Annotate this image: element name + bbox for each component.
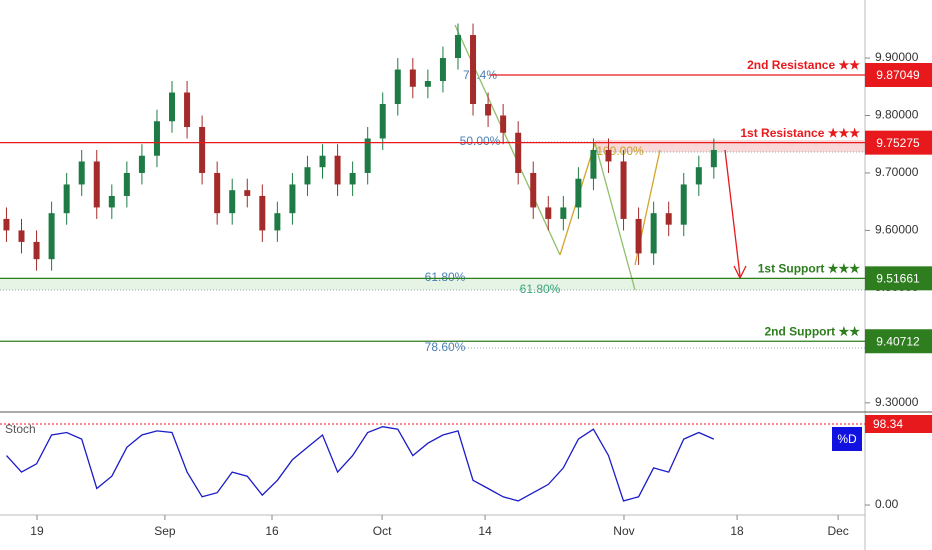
y-tick-label: 9.70000 <box>875 165 919 179</box>
x-tick-label: 16 <box>265 524 279 538</box>
candle-body <box>680 184 687 225</box>
candle-body <box>304 167 311 185</box>
candle-body <box>138 155 145 173</box>
oscillator-current-tag <box>865 414 932 433</box>
candle-body <box>545 207 552 219</box>
level-name: 1st Support ★★★ <box>758 262 861 276</box>
candle-body <box>500 115 507 133</box>
candle-body <box>214 172 221 214</box>
level-tag <box>865 266 932 291</box>
x-tick-label: Nov <box>613 524 634 538</box>
x-tick-label: 19 <box>30 524 44 538</box>
candle-body <box>274 213 281 231</box>
candle-body <box>108 195 115 208</box>
oscillator-legend-tag <box>832 427 862 451</box>
level-tag <box>865 62 932 87</box>
candle-body <box>169 92 176 122</box>
candle-body <box>409 69 416 87</box>
fib-label: 61.80% <box>520 282 561 296</box>
candle-body <box>605 149 612 162</box>
candle-body <box>334 155 341 185</box>
y-tick-label: 9.60000 <box>875 223 919 237</box>
y-tick-label: 9.80000 <box>875 108 919 122</box>
candle-body <box>3 218 10 231</box>
y2-tick-label: 0.00 <box>875 497 899 511</box>
candle-body <box>575 178 582 208</box>
level-value: 9.40712 <box>876 334 920 348</box>
candle-body <box>48 213 55 260</box>
x-tick-label: Oct <box>373 524 392 538</box>
candle-body <box>229 190 236 214</box>
candle-body <box>590 149 597 179</box>
candle-body <box>199 126 206 173</box>
forecast-arrow <box>724 149 741 277</box>
candle-body <box>620 161 627 219</box>
level-value: 9.87049 <box>876 68 920 82</box>
candle-body <box>530 172 537 208</box>
level-value: 9.75275 <box>876 136 920 150</box>
x-tick-label: 14 <box>478 524 492 538</box>
candle-body <box>78 161 85 185</box>
candle-body <box>665 213 672 225</box>
candle-body <box>560 207 567 219</box>
oscillator-name: Stoch <box>5 422 36 436</box>
candle-body <box>259 195 266 231</box>
candle-body <box>710 149 717 168</box>
candle-body <box>33 241 40 260</box>
candle-body <box>485 104 492 116</box>
y-tick-label: 9.30000 <box>875 395 919 409</box>
candle-body <box>635 218 642 254</box>
level-value: 9.51661 <box>876 272 920 286</box>
fib-label: 100.00% <box>596 144 644 158</box>
level-name: 2nd Resistance ★★ <box>747 58 860 72</box>
y-tick-label: 9.90000 <box>875 50 919 64</box>
level-name: 1st Resistance ★★★ <box>740 126 860 140</box>
candle-body <box>439 58 446 82</box>
candle-body <box>93 161 100 208</box>
wave-line <box>594 142 636 291</box>
support-zone <box>0 278 865 290</box>
candle-body <box>454 35 461 59</box>
candle-body <box>379 104 386 139</box>
candle-body <box>394 69 401 105</box>
level-tag <box>865 329 932 354</box>
candle-body <box>349 172 356 185</box>
candle-body <box>470 35 477 105</box>
candle-body <box>650 213 657 254</box>
oscillator-current-value: 98.34 <box>873 417 903 431</box>
fib-label: 61.80% <box>425 270 466 284</box>
level-name: 2nd Support ★★ <box>764 324 860 338</box>
fib-label: 50.00% <box>460 134 501 148</box>
candle-body <box>184 92 191 127</box>
candle-body <box>18 230 25 242</box>
oscillator-legend: %D <box>837 432 857 446</box>
candle-body <box>244 190 251 196</box>
x-tick-label: Sep <box>154 524 176 538</box>
oscillator-line <box>6 426 715 502</box>
candle-body <box>695 167 702 185</box>
x-tick-label: Dec <box>827 524 848 538</box>
candle-body <box>424 81 431 87</box>
x-tick-label: 18 <box>730 524 744 538</box>
candle-body <box>319 155 326 168</box>
candle-body <box>364 138 371 173</box>
candle-body <box>123 172 130 196</box>
candle-body <box>289 184 296 214</box>
candle-body <box>153 121 160 156</box>
candle-body <box>515 132 522 173</box>
fib-label: 78.60% <box>425 340 466 354</box>
candle-body <box>63 184 70 214</box>
level-tag <box>865 130 932 155</box>
